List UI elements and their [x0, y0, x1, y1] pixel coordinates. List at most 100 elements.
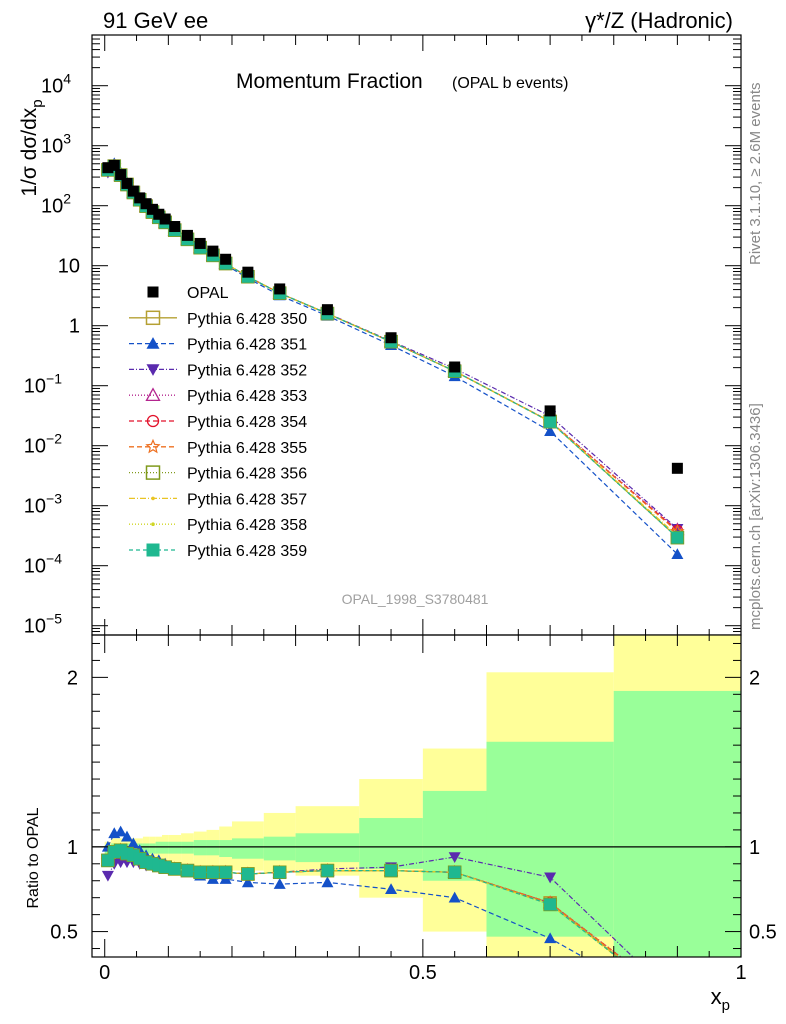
ratio-series-group [100, 825, 634, 957]
legend-label: Pythia 6.428 358 [187, 517, 307, 534]
tick-base: 10 [58, 256, 80, 278]
ratio-band-inner [193, 840, 207, 856]
main-y-tick-label: 10 [58, 256, 80, 278]
ratio-series-marker [385, 864, 398, 877]
ratio-band-inner [142, 843, 150, 854]
ratio-series-line [107, 849, 618, 957]
legend-marker [146, 543, 160, 557]
ratio-band-inner [155, 841, 162, 854]
ratio-y-tick-label-left: 1 [67, 837, 78, 859]
ratio-series-marker [448, 852, 461, 864]
legend-label: Pythia 6.428 355 [187, 440, 307, 457]
x-label-main-part: x [711, 984, 722, 1009]
ratio-series-marker [241, 876, 254, 888]
main-y-tick-label: 10−5 [24, 611, 62, 638]
main-y-tick-label: 10−2 [24, 431, 62, 458]
analysis-watermark: OPAL_1998_S3780481 [342, 591, 489, 607]
main-y-tick-label: 10−1 [24, 371, 62, 398]
ratio-x-tick-label: 0 [99, 962, 110, 984]
opal-data-point [153, 208, 165, 220]
ratio-series-marker [194, 866, 207, 879]
ratio-y-tick-label-left: 0.5 [50, 922, 78, 944]
tick-base: 10 [41, 76, 63, 98]
ratio-y-tick-label-right: 0.5 [749, 922, 777, 944]
ratio-series-marker [544, 872, 557, 884]
legend-marker [145, 465, 161, 480]
legend-label: Pythia 6.428 353 [187, 388, 307, 405]
opal-data-point [181, 229, 193, 241]
legend: OPAL Pythia 6.428 350 Pythia 6.428 351 Pyth… [129, 285, 307, 560]
legend-marker [147, 286, 159, 298]
legend-entry: Pythia 6.428 353 [129, 387, 307, 405]
legend-label: Pythia 6.428 354 [187, 414, 307, 431]
ratio-series-marker [159, 861, 172, 874]
ratio-band-inner [149, 843, 156, 854]
opal-data-point [385, 332, 397, 344]
legend-entry: Pythia 6.428 354 [129, 414, 307, 431]
legend-marker [145, 310, 161, 326]
legend-entry: OPAL [147, 285, 229, 302]
main-y-tick-label: 10−4 [24, 551, 62, 578]
rivet-version-label: Rivet 3.1.10, ≥ 2.6M events [747, 83, 764, 266]
ratio-series-marker [273, 866, 286, 879]
opal-data-point [194, 237, 206, 249]
ratio-series-marker [127, 837, 140, 849]
ratio-series-marker [168, 862, 181, 875]
legend-marker [146, 414, 160, 428]
legend-label: Pythia 6.428 359 [187, 543, 307, 560]
opal-data-point [207, 245, 219, 257]
main-series-marker [671, 548, 684, 560]
ratio-series-marker [114, 825, 127, 837]
opal-data-point [140, 198, 152, 210]
opal-data-point [134, 192, 146, 204]
tick-exponent: −4 [46, 551, 62, 567]
header-left: 91 GeV ee [103, 8, 208, 33]
y-label-main-part: 1/σ dσ/dx [18, 107, 41, 196]
opal-data-point [127, 185, 139, 197]
ratio-y-tick-label-left: 2 [67, 667, 78, 689]
legend-label: Pythia 6.428 352 [187, 362, 307, 379]
main-series-marker [671, 531, 684, 544]
legend-marker [151, 496, 155, 501]
tick-base: 1 [69, 316, 80, 338]
ratio-series-marker [219, 866, 232, 879]
legend-entry: Pythia 6.428 356 [129, 465, 307, 483]
chart-title: Momentum Fraction [236, 70, 423, 93]
x-axis-label: xp [711, 984, 730, 1014]
ratio-band-inner [231, 838, 264, 859]
opal-data-point [449, 361, 461, 373]
legend-label: Pythia 6.428 356 [187, 466, 307, 483]
ratio-x-tick-label: 0.5 [409, 962, 437, 984]
ratio-y-tick-label-right: 2 [749, 667, 760, 689]
main-series-marker [544, 415, 557, 428]
opal-data-point [159, 213, 171, 225]
tick-base: 10 [24, 496, 46, 518]
tick-base: 10 [24, 556, 46, 578]
main-y-tick-label: 104 [41, 71, 71, 98]
ratio-band-inner [206, 840, 220, 856]
ratio-series-marker [120, 830, 133, 842]
ratio-band-inner [359, 818, 423, 869]
mcplots-label: mcplots.cern.ch [arXiv:1306.3436] [747, 403, 764, 630]
chart-subtitle: (OPAL b events) [452, 75, 569, 92]
ratio-series-marker [241, 867, 254, 880]
legend-label: Pythia 6.428 351 [187, 337, 307, 354]
legend-entry: Pythia 6.428 352 [129, 362, 307, 379]
legend-entry: Pythia 6.428 355 [129, 438, 307, 457]
tick-exponent: −3 [46, 491, 62, 507]
tick-base: 10 [24, 376, 46, 398]
legend-label: OPAL [187, 285, 229, 302]
legend-marker [151, 522, 155, 526]
ratio-frame [91, 634, 742, 958]
ratio-axis-ticks: 0.5 0.51 12 20 0.5 1 [50, 635, 777, 984]
ratio-band-inner [263, 836, 296, 861]
legend-entry: Pythia 6.428 357 [129, 491, 307, 508]
opal-data-point [544, 405, 556, 417]
ratio-series-marker [181, 864, 194, 877]
main-series-group [100, 157, 685, 560]
ratio-series-359 [101, 844, 618, 957]
tick-exponent: −2 [46, 431, 62, 447]
ratio-band-inner [181, 841, 194, 854]
opal-data-point [108, 159, 120, 171]
